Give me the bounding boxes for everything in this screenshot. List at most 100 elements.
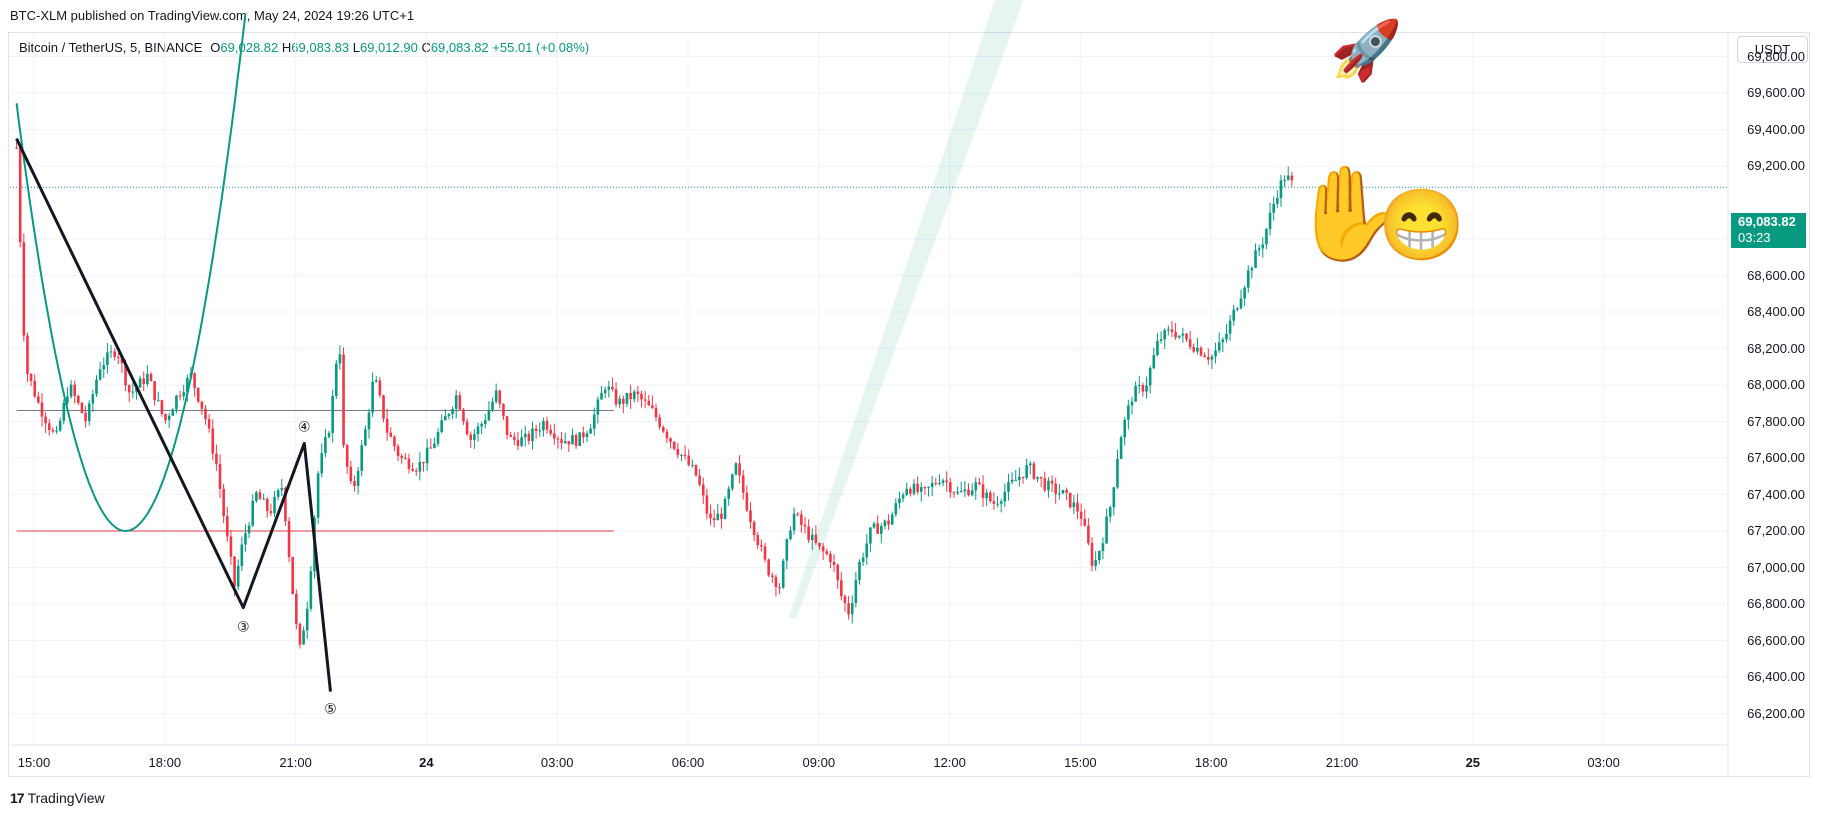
candle-body <box>876 523 879 534</box>
time-tick-label: 18:00 <box>148 755 182 770</box>
candle-body <box>124 363 127 386</box>
candle-body <box>738 463 741 476</box>
candle-body <box>988 492 992 502</box>
candle-body <box>531 428 534 441</box>
candle-body <box>585 433 589 438</box>
candle-body <box>66 396 69 403</box>
candle-body <box>22 242 26 336</box>
candle-body <box>309 571 313 609</box>
candle-body <box>1199 347 1203 356</box>
last-price-tag: 69,083.82 03:23 <box>1731 213 1806 248</box>
candle-body <box>371 381 374 413</box>
candle-body <box>483 420 487 424</box>
candle-body <box>443 416 447 421</box>
candle-body <box>1047 480 1050 491</box>
candle-body <box>1152 355 1156 369</box>
candle-body <box>327 432 331 438</box>
candle-body <box>62 402 66 421</box>
candle-body <box>720 513 723 519</box>
candle-body <box>872 523 876 528</box>
candle-body <box>843 596 847 604</box>
candle-body <box>287 521 291 557</box>
candle-body <box>930 483 934 487</box>
candle-body <box>469 434 473 440</box>
candle-body <box>37 396 40 403</box>
time-tick-label: 15:00 <box>17 755 51 770</box>
candle-body <box>295 593 298 624</box>
low-value: 69,012.90 <box>359 40 418 55</box>
brand-label: TradingView <box>27 790 105 806</box>
candle-body <box>600 393 603 400</box>
candle-body <box>556 438 560 440</box>
candle-body <box>51 430 55 432</box>
candle-body <box>680 454 683 456</box>
candle-body <box>273 496 276 514</box>
candle-body <box>1054 483 1057 494</box>
candle-body <box>164 413 167 421</box>
candle-body <box>763 546 767 560</box>
candle-body <box>1043 478 1047 491</box>
candle-body <box>589 428 592 434</box>
candle-body <box>760 544 763 547</box>
candle-body <box>1246 270 1250 288</box>
candle-body <box>393 436 396 447</box>
hand-icon[interactable]: ✋ <box>1290 163 1405 265</box>
candle-body <box>829 553 832 562</box>
candle-body <box>305 608 309 631</box>
candle-body <box>44 416 47 424</box>
time-tick-label: 03:00 <box>1587 755 1620 770</box>
price-tick-label: 68,400.00 <box>1747 304 1805 319</box>
candle-body <box>1072 502 1076 508</box>
low-label: L <box>352 40 360 55</box>
price-tick-label: 67,200.00 <box>1747 523 1805 538</box>
candle-body <box>1196 347 1199 352</box>
price-tick-label: 66,200.00 <box>1747 705 1805 721</box>
price-tick-label: 68,600.00 <box>1747 267 1805 283</box>
currency-button[interactable]: USDT <box>1737 36 1808 63</box>
candle-body <box>1003 491 1007 502</box>
candle-body <box>418 461 422 472</box>
candle-body <box>523 433 527 438</box>
candle-body <box>956 491 959 494</box>
candle-body <box>498 390 502 404</box>
candle-body <box>549 429 552 434</box>
candle-body <box>29 373 33 381</box>
candle-body <box>967 489 970 496</box>
candle-body <box>1079 511 1083 519</box>
rocket-icon[interactable]: 🚀 <box>1330 18 1403 83</box>
candle-body <box>215 453 218 465</box>
candle-body <box>582 432 585 438</box>
candle-body <box>211 428 215 454</box>
candle-body <box>404 457 407 459</box>
candle-body <box>654 407 658 418</box>
candle-body <box>825 551 829 554</box>
candle-body <box>712 518 716 521</box>
price-tick-label: 66,400.00 <box>1747 669 1805 684</box>
candle-body <box>1232 309 1236 321</box>
candle-body <box>985 492 988 499</box>
candle-body <box>196 387 200 402</box>
candle-body <box>858 561 861 581</box>
candle-body <box>175 395 178 410</box>
candle-body <box>131 391 135 393</box>
candle-body <box>407 458 411 469</box>
grin-icon[interactable]: 😁 <box>1378 186 1466 264</box>
candle-body <box>723 498 727 519</box>
candle-body <box>661 427 665 432</box>
candle-body <box>1250 268 1254 271</box>
candle-body <box>40 402 44 417</box>
candle-body <box>269 511 273 514</box>
candle-body <box>563 441 567 444</box>
tradingview-footer[interactable]: 17 TradingView <box>10 790 105 806</box>
candle-body <box>840 580 843 597</box>
candle-body <box>683 454 687 456</box>
candle-body <box>651 405 654 408</box>
candle-body <box>425 447 429 464</box>
candle-body <box>785 539 789 561</box>
candle-body <box>509 434 512 437</box>
symbol-label[interactable]: Bitcoin / TetherUS, 5, BINANCE <box>19 40 203 55</box>
candle-body <box>77 395 80 403</box>
candle-body <box>807 526 810 541</box>
candle-body <box>204 408 207 420</box>
